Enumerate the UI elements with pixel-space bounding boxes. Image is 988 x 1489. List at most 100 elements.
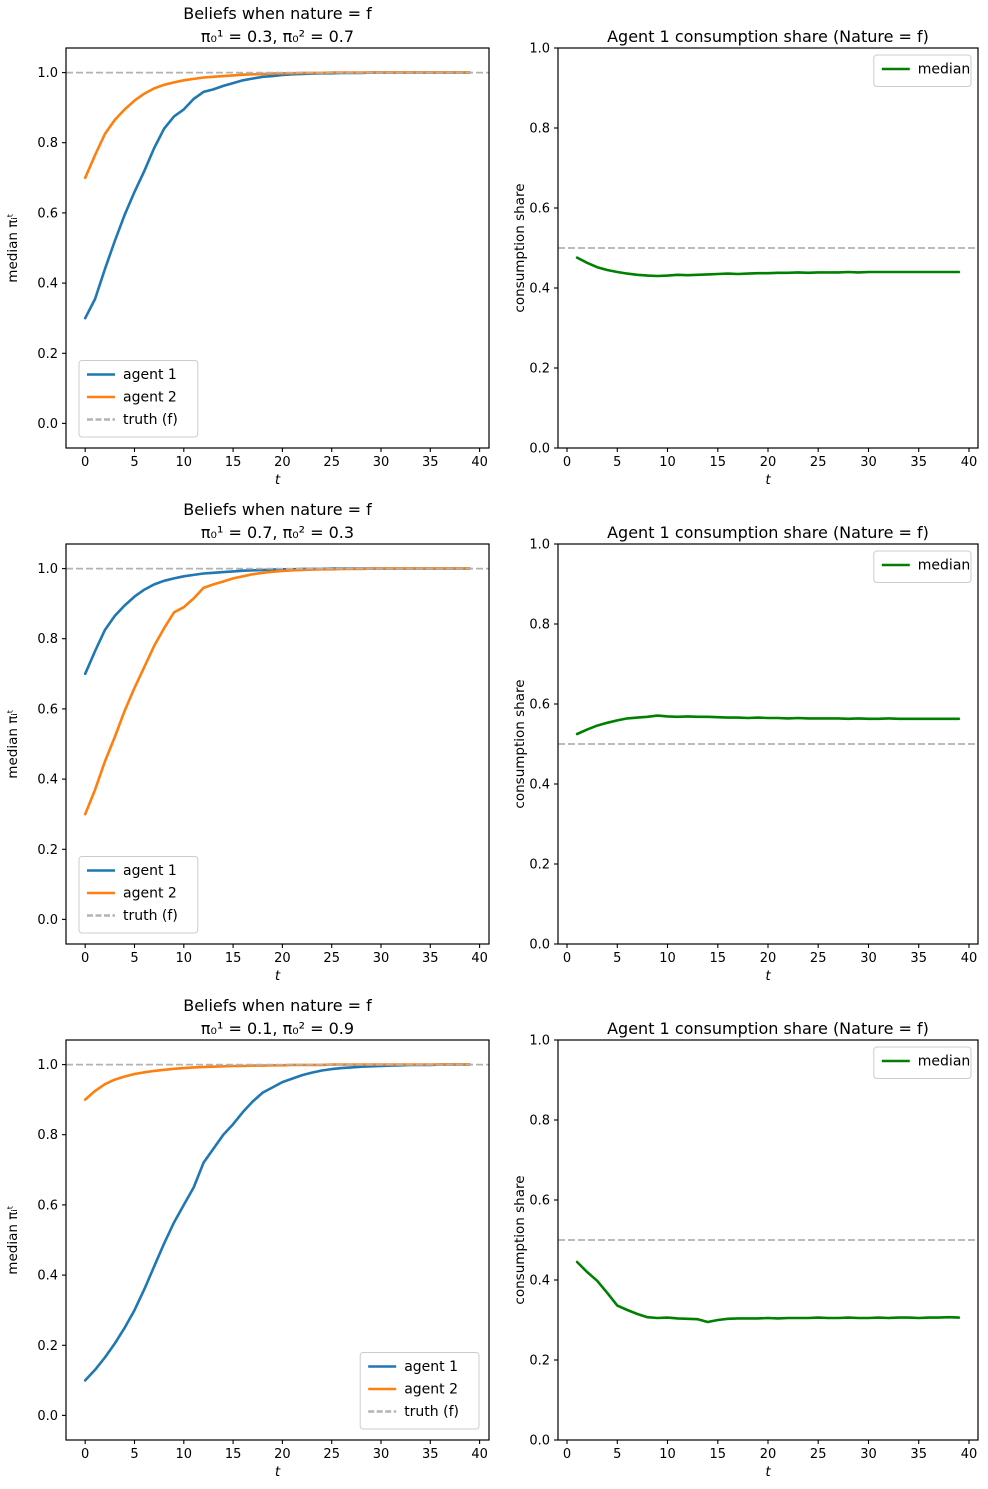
beliefs-2-ytick-label: 0.2 <box>37 843 58 858</box>
consumption-2-svg: 0 5 10 15 20 25 30 35 40 0.0 0.2 0.4 0.6 0.8 1.0 Agent … <box>512 523 979 984</box>
beliefs-2-ytick-label: 0.0 <box>37 913 58 928</box>
beliefs-1-legend-box <box>78 360 199 438</box>
consumption-3-xtick-label: 15 <box>710 1447 727 1462</box>
beliefs-3-legend-label-agent-1: agent 1 <box>404 1359 458 1375</box>
consumption-1-line-median <box>575 256 961 278</box>
subplot-beliefs-row1: 0 5 10 15 20 25 30 35 40 0.0 0.2 0.4 0.6 0.8 1.0 Belief… <box>0 0 494 496</box>
beliefs-1-legend: agent 1 agent 2 truth (f) <box>78 360 199 438</box>
beliefs-1-xtick-label: 25 <box>323 455 340 470</box>
beliefs-3-ylabel: median πᵢᵗ <box>5 1205 21 1274</box>
consumption-2-ytick-label: 0.4 <box>529 778 550 793</box>
consumption-2-ytick-label: 1.0 <box>529 538 550 553</box>
beliefs-1-xtick-label: 30 <box>373 455 390 470</box>
beliefs-3-line-agent-1 <box>83 1063 472 1382</box>
consumption-3-ylabel: consumption share <box>512 1175 528 1304</box>
consumption-1-xtick-label: 30 <box>860 455 877 470</box>
consumption-2-xtick-label: 15 <box>710 951 727 966</box>
beliefs-3-title-line1: Beliefs when nature = f <box>183 996 372 1015</box>
consumption-1-ylabel: consumption share <box>512 183 528 312</box>
beliefs-2-xtick-label: 20 <box>274 951 291 966</box>
consumption-3-xlabel: t <box>765 1464 771 1480</box>
consumption-1-xtick-label: 40 <box>961 455 978 470</box>
beliefs-3-ytick-label: 0.4 <box>37 1269 58 1284</box>
beliefs-3-axes-box <box>65 1039 490 1441</box>
beliefs-1-axes-box <box>65 47 490 449</box>
beliefs-1-ytick-label: 0.2 <box>37 347 58 362</box>
beliefs-1-svg: 0 5 10 15 20 25 30 35 40 0.0 0.2 0.4 0.6 0.8 1.0 Belief… <box>5 4 490 488</box>
consumption-2-legend: median <box>873 550 972 583</box>
beliefs-2-xlabel: t <box>275 968 281 984</box>
beliefs-3-xtick-label: 40 <box>471 1447 488 1462</box>
beliefs-1-xtick-label: 5 <box>130 455 138 470</box>
beliefs-2-xtick-label: 15 <box>225 951 242 966</box>
consumption-1-ytick-label: 0.0 <box>529 442 550 457</box>
consumption-2-ytick-label: 0.2 <box>529 858 550 873</box>
beliefs-3-ytick-label: 1.0 <box>37 1058 58 1073</box>
consumption-3-legend: median <box>873 1046 972 1079</box>
beliefs-3-xtick-label: 0 <box>81 1447 89 1462</box>
consumption-1-xtick-label: 20 <box>760 455 777 470</box>
consumption-1-svg: 0 5 10 15 20 25 30 35 40 0.0 0.2 0.4 0.6 0.8 1.0 Agent … <box>512 27 979 488</box>
consumption-2-xtick-label: 25 <box>810 951 827 966</box>
consumption-3-ytick-label: 0.4 <box>529 1274 550 1289</box>
beliefs-2-title-line2: π₀¹ = 0.7, π₀² = 0.3 <box>201 523 354 542</box>
beliefs-1-ylabel: median πᵢᵗ <box>5 213 21 282</box>
beliefs-3-ytick-label: 0.8 <box>37 1128 58 1143</box>
consumption-2-xtick-label: 35 <box>910 951 927 966</box>
beliefs-3-xtick-label: 25 <box>323 1447 340 1462</box>
consumption-3-ytick-label: 0.6 <box>529 1194 550 1209</box>
beliefs-2-xtick-label: 0 <box>81 951 89 966</box>
beliefs-1-ytick-label: 0.0 <box>37 417 58 432</box>
consumption-1-xtick-label: 10 <box>659 455 676 470</box>
beliefs-2-xtick-label: 35 <box>422 951 439 966</box>
consumption-1-legend-box <box>873 54 972 87</box>
beliefs-2-xtick-label: 5 <box>130 951 138 966</box>
beliefs-1-ytick-label: 0.8 <box>37 136 58 151</box>
consumption-1-ytick-label: 0.6 <box>529 202 550 217</box>
consumption-1-legend: median <box>873 54 972 87</box>
beliefs-3-ytick-label: 0.0 <box>37 1409 58 1424</box>
subplot-beliefs-row3: 0 5 10 15 20 25 30 35 40 0.0 0.2 0.4 0.6 0.8 1.0 Belief… <box>0 992 494 1488</box>
consumption-1-xtick-label: 0 <box>563 455 571 470</box>
consumption-1-legend-label-median: median <box>918 62 970 78</box>
consumption-2-xtick-label: 20 <box>760 951 777 966</box>
consumption-3-xtick-label: 25 <box>810 1447 827 1462</box>
subplot-beliefs-row2: 0 5 10 15 20 25 30 35 40 0.0 0.2 0.4 0.6 0.8 1.0 Belief… <box>0 496 494 992</box>
beliefs-2-legend-label-agent-2: agent 2 <box>123 886 177 902</box>
beliefs-2-ytick-label: 0.8 <box>37 632 58 647</box>
beliefs-3-ytick-label: 0.2 <box>37 1339 58 1354</box>
consumption-3-xtick-label: 35 <box>910 1447 927 1462</box>
consumption-3-legend-box <box>873 1046 972 1079</box>
beliefs-2-axes-box <box>65 543 490 945</box>
beliefs-1-line-agent-1 <box>83 71 472 320</box>
beliefs-2-xtick-label: 30 <box>373 951 390 966</box>
consumption-3-xtick-label: 30 <box>860 1447 877 1462</box>
beliefs-2-xtick-label: 40 <box>471 951 488 966</box>
consumption-3-xtick-label: 40 <box>961 1447 978 1462</box>
consumption-1-xtick-label: 15 <box>710 455 727 470</box>
consumption-1-ytick-label: 1.0 <box>529 42 550 57</box>
beliefs-3-legend-label-truth-f: truth (f) <box>404 1404 459 1420</box>
beliefs-2-line-agent-2 <box>83 567 472 816</box>
beliefs-2-line-agent-1 <box>83 567 472 676</box>
beliefs-3-xlabel: t <box>275 1464 281 1480</box>
consumption-3-ytick-label: 0.2 <box>529 1354 550 1369</box>
consumption-2-ytick-label: 0.6 <box>529 698 550 713</box>
subplot-consumption-row3: 0 5 10 15 20 25 30 35 40 0.0 0.2 0.4 0.6 0.8 1.0 Agent … <box>494 992 988 1488</box>
consumption-3-title-line1: Agent 1 consumption share (Nature = f) <box>607 1019 929 1038</box>
beliefs-1-xtick-label: 10 <box>176 455 193 470</box>
beliefs-1-title-line2: π₀¹ = 0.3, π₀² = 0.7 <box>201 27 354 46</box>
beliefs-1-xtick-label: 15 <box>225 455 242 470</box>
consumption-2-ylabel: consumption share <box>512 679 528 808</box>
beliefs-3-xtick-label: 10 <box>176 1447 193 1462</box>
beliefs-3-xtick-label: 5 <box>130 1447 138 1462</box>
beliefs-1-legend-label-agent-2: agent 2 <box>123 390 177 406</box>
beliefs-1-legend-label-truth-f: truth (f) <box>123 412 178 428</box>
beliefs-1-title-line1: Beliefs when nature = f <box>183 4 372 23</box>
beliefs-3-legend-box <box>359 1352 480 1430</box>
consumption-3-legend-label-median: median <box>918 1054 970 1070</box>
subplot-consumption-row2: 0 5 10 15 20 25 30 35 40 0.0 0.2 0.4 0.6 0.8 1.0 Agent … <box>494 496 988 992</box>
consumption-3-line-median <box>575 1260 961 1324</box>
beliefs-2-legend-label-agent-1: agent 1 <box>123 863 177 879</box>
beliefs-2-legend: agent 1 agent 2 truth (f) <box>78 856 199 934</box>
